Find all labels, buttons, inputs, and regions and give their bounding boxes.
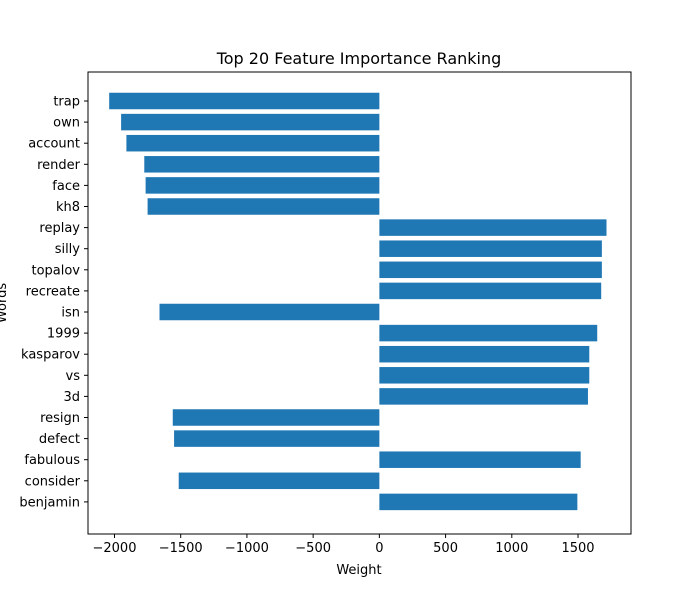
x-tick-label: 500 — [433, 541, 458, 556]
bar-own — [121, 113, 380, 131]
y-tick-label: recreate — [26, 284, 80, 299]
bar-face — [145, 177, 380, 194]
y-tick-label: resign — [40, 411, 80, 426]
chart-title: Top 20 Feature Importance Ranking — [216, 49, 502, 68]
x-axis-ticks: −2000 −1500 −1000 −500 0 500 1000 1500 — [92, 534, 595, 556]
x-axis-label: Weight — [336, 563, 381, 578]
y-tick-label: benjamin — [19, 495, 80, 510]
bar-defect — [174, 430, 380, 447]
y-tick-label: vs — [66, 369, 81, 384]
y-tick-label: kh8 — [56, 200, 80, 215]
x-tick-label: −1000 — [225, 541, 269, 556]
x-tick-label: 0 — [375, 541, 383, 556]
bar-topalov — [379, 261, 602, 279]
bar-1999 — [379, 324, 598, 342]
y-tick-label: 3d — [63, 390, 80, 405]
plot-frame — [87, 71, 632, 535]
y-tick-label: defect — [39, 432, 80, 447]
y-tick-label: kasparov — [21, 348, 80, 363]
x-tick-label: −1500 — [159, 541, 203, 556]
bar-account — [126, 134, 380, 152]
bar-recreate — [379, 282, 602, 300]
bar-vs — [379, 367, 590, 384]
bars-group — [109, 92, 607, 511]
x-tick-label: 1500 — [561, 541, 594, 556]
bar-consider — [178, 472, 380, 490]
bar-fabulous — [379, 451, 581, 468]
y-tick-label: trap — [53, 95, 80, 110]
y-tick-label: silly — [55, 242, 81, 257]
y-tick-label: face — [52, 179, 80, 194]
y-tick-label: render — [37, 158, 81, 173]
bar-3d — [379, 388, 588, 405]
y-tick-label: own — [53, 116, 80, 131]
y-tick-label: 1999 — [47, 327, 80, 342]
bar-kh8 — [147, 198, 380, 215]
y-tick-label: fabulous — [24, 453, 80, 468]
y-tick-label: account — [28, 137, 80, 152]
x-tick-label: 1000 — [495, 541, 528, 556]
bar-replay — [379, 219, 607, 236]
bar-render — [144, 156, 380, 173]
bar-silly — [379, 240, 602, 257]
y-tick-label: isn — [61, 306, 80, 321]
bar-kasparov — [379, 345, 590, 363]
y-axis-label: Words — [0, 283, 10, 323]
bar-resign — [172, 409, 380, 426]
y-tick-label: topalov — [31, 263, 80, 278]
x-tick-label: −500 — [295, 541, 331, 556]
bar-benjamin — [379, 493, 578, 511]
y-tick-label: consider — [25, 474, 81, 489]
x-tick-label: −2000 — [92, 541, 136, 556]
bar-trap — [109, 92, 380, 110]
y-tick-label: replay — [39, 221, 80, 236]
y-axis-ticks: trap own account render face kh8 replay silly to… — [19, 95, 88, 510]
bar-isn — [159, 303, 380, 321]
